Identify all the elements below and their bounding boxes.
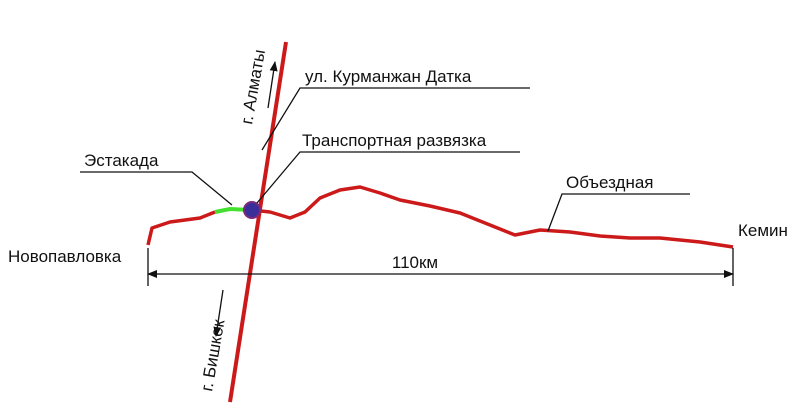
bypass-road: [146, 210, 216, 246]
interchange-marker: [243, 201, 261, 219]
leader-line: [256, 151, 520, 204]
main-road: [228, 41, 288, 403]
city-label: Новопавловка: [8, 247, 122, 266]
direction-arrow: [267, 61, 278, 109]
bypass-label: Объездная: [566, 173, 654, 192]
bypass-road: [251, 185, 734, 249]
overpass-label: Эстакада: [84, 151, 159, 170]
leader-line: [80, 171, 233, 206]
leader-line: [547, 193, 690, 232]
direction-arrow: [213, 289, 224, 337]
distance-label: 110км: [392, 253, 438, 272]
street-label: ул. Курманжан Датка: [305, 67, 472, 86]
interchange-label: Транспортная развязка: [302, 131, 487, 150]
leader-line: [261, 87, 530, 151]
city-label: Кемин: [738, 221, 788, 240]
